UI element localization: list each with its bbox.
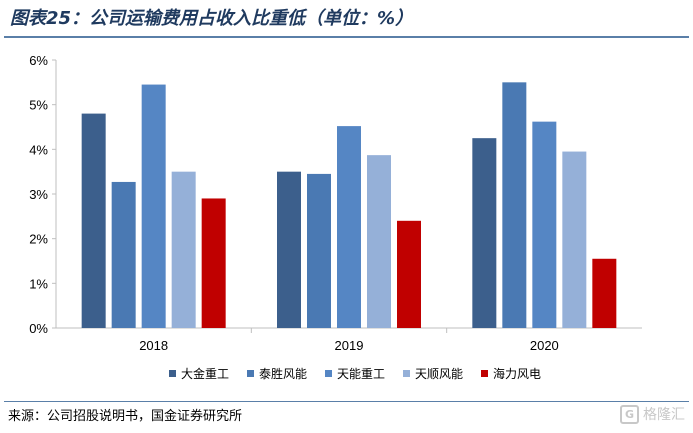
bar-2020-1 xyxy=(472,138,497,328)
y-tick-label: 0% xyxy=(29,321,48,336)
watermark-logo-icon: G xyxy=(620,404,639,424)
legend-swatch xyxy=(325,370,332,377)
bar-2020-3 xyxy=(532,121,557,328)
y-tick-label: 1% xyxy=(29,276,48,291)
legend-label: 大金重工 xyxy=(181,366,229,381)
bar-chart: 0% 1% 2% 3% 4% 5% 6% 2018 2019 2020 大金重工 泰胜风能 天能重工 天顺… xyxy=(29,53,642,381)
footer-divider xyxy=(4,401,689,402)
bar-2018-3 xyxy=(141,84,166,328)
y-tick-label: 5% xyxy=(29,98,48,113)
bar-2018-4 xyxy=(171,171,196,328)
y-tick-label: 2% xyxy=(29,232,48,247)
legend-swatch xyxy=(403,370,410,377)
source-note: 来源：公司招股说明书，国金证券研究所 xyxy=(8,409,243,424)
legend-label: 海力风电 xyxy=(493,366,541,381)
legend-swatch xyxy=(247,370,254,377)
x-tick-label: 2019 xyxy=(335,338,364,353)
y-tick-label: 4% xyxy=(29,142,48,157)
watermark-text: 格隆汇 xyxy=(643,407,685,423)
x-tick-label: 2018 xyxy=(139,338,168,353)
chart-title: 图表25：公司运输费用占收入比重低（单位：%） xyxy=(10,8,414,29)
bar-2020-4 xyxy=(562,151,587,328)
bar-2020-5 xyxy=(592,258,617,328)
bar-2019-4 xyxy=(367,155,391,328)
bar-2019-1 xyxy=(277,171,301,328)
bar-2019-2 xyxy=(307,173,331,328)
y-tick-label: 3% xyxy=(29,187,48,202)
bar-2019-3 xyxy=(337,126,361,329)
y-tick-label: 6% xyxy=(29,53,48,68)
legend-label: 泰胜风能 xyxy=(259,366,307,381)
bar-2019-5 xyxy=(397,220,421,328)
legend-swatch xyxy=(481,370,488,377)
bar-2018-5 xyxy=(201,198,226,328)
title-divider xyxy=(4,36,689,38)
x-tick-label: 2020 xyxy=(530,338,559,353)
legend-label: 天顺风能 xyxy=(415,367,463,381)
legend-swatch xyxy=(169,370,176,377)
bar-2018-1 xyxy=(81,113,106,328)
bar-2018-2 xyxy=(111,181,136,328)
legend-label: 天能重工 xyxy=(337,367,385,381)
watermark: G 格隆汇 xyxy=(620,404,685,424)
bar-2020-2 xyxy=(502,82,527,328)
